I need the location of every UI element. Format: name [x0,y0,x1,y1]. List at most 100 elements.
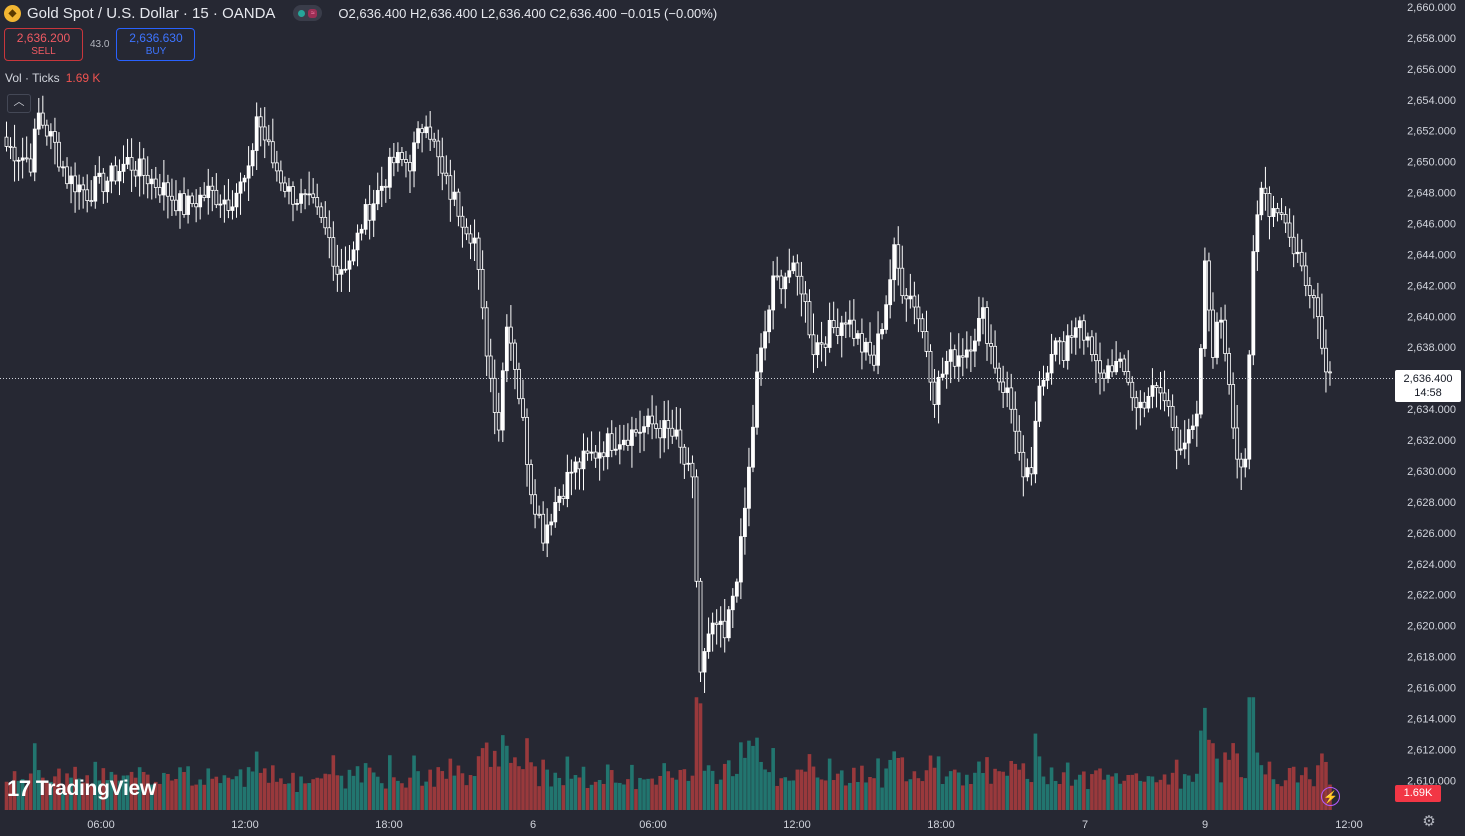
symbol-title[interactable]: Gold Spot / U.S. Dollar · 15 · OANDA [27,4,276,22]
volume-bar [896,757,901,810]
volume-bar [888,759,892,810]
volume-bar [638,777,642,810]
volume-bar [24,786,29,810]
volume-bar [989,783,993,810]
sell-button[interactable]: 2,636.200 SELL [4,28,83,61]
volume-bar [501,735,505,810]
volume-bar [41,777,45,810]
chevron-up-icon[interactable]: ︿ [7,94,31,113]
candle-down [601,452,606,458]
candle-down [464,226,469,235]
volume-bar [234,776,239,810]
volume-bar [944,776,949,810]
volume-bar [45,781,49,810]
volume-bar [484,742,489,810]
candle-up [424,126,429,134]
volume-bar [266,782,271,810]
candle-up [395,152,400,164]
candle-up [109,165,114,182]
volume-bar [811,766,816,810]
volume-bar [993,768,997,810]
tradingview-logo[interactable]: 17 TradingView [7,776,156,802]
candle-down [682,446,687,465]
candle-down [420,128,425,134]
candle-up [359,228,364,234]
volume-bar [1021,763,1026,810]
candle-down [1029,467,1034,475]
market-status[interactable]: ≈ [293,5,323,21]
candle-down [153,178,158,188]
volume-bar [1061,772,1066,810]
volume-bar [843,785,848,810]
candle-down [997,367,1002,383]
volume-bar [141,772,146,810]
candle-up [1198,348,1203,415]
candle-down [924,331,929,352]
time-tick-label: 12:00 [783,819,811,831]
candle-up [827,320,832,348]
candle-down [577,461,582,470]
gear-icon[interactable]: ⚙ [1422,813,1436,830]
volume-bar [892,751,896,810]
candle-up [1178,448,1183,451]
candle-up [864,341,868,353]
volume-bar [1174,759,1179,810]
candle-up [936,376,941,405]
candle-up [371,203,376,221]
candle-up [1138,401,1143,409]
candle-up [573,461,578,473]
candle-up [605,433,610,458]
volume-bar [731,776,735,810]
volume-bar [1118,783,1122,810]
candle-down [819,342,824,345]
volume-bar [371,772,376,810]
volume-bar [1130,774,1135,810]
current-volume-tag: 1.69K [1395,785,1441,802]
volume-bar [585,787,590,810]
candle-up [621,439,626,446]
volume-bar [166,773,170,810]
candle-down [291,186,295,205]
candle-up [1182,442,1187,450]
candle-down [432,138,437,142]
volume-bar [718,779,723,810]
candle-up [730,595,735,611]
candle-up [206,185,211,198]
candle-down [912,295,917,308]
candle-down [1102,372,1106,379]
candle-up [783,276,788,290]
volume-bar [117,780,122,810]
volume-bar [626,779,630,810]
volume-bar [739,742,743,810]
volume-bar [569,778,574,810]
candle-up [254,116,259,151]
volume-bar [1150,776,1155,810]
buy-button[interactable]: 2,636.630 BUY [116,28,196,61]
volume-bar [1029,782,1034,810]
candle-down [513,342,517,370]
candle-down [928,351,933,383]
candle-down [456,191,461,217]
candle-up [125,157,130,165]
candle-down [323,216,328,229]
lightning-icon[interactable]: ⚡ [1321,787,1340,806]
candle-up [412,142,416,172]
volume-bar [85,775,89,810]
volume-bar [1271,779,1276,810]
volume-bar [1255,752,1260,810]
candle-down [968,349,973,352]
volume-indicator-label[interactable]: Vol · Ticks 1.69 K [5,71,100,85]
candle-down [823,343,828,348]
volume-bar [1186,775,1191,810]
chart-header: ◆ Gold Spot / U.S. Dollar · 15 · OANDA ≈… [4,3,717,23]
volume-bar [129,771,134,810]
volume-bar [460,773,465,810]
time-tick-label: 7 [1082,819,1088,831]
volume-bar [1251,697,1256,810]
volume-bar [258,772,263,810]
candle-down [1021,451,1026,478]
time-axis: 06:00 12:00 18:00 6 06:00 12:00 18:00 7 9 12:00 [87,819,1363,831]
volume-bar [1223,752,1227,810]
candle-up [355,232,360,251]
